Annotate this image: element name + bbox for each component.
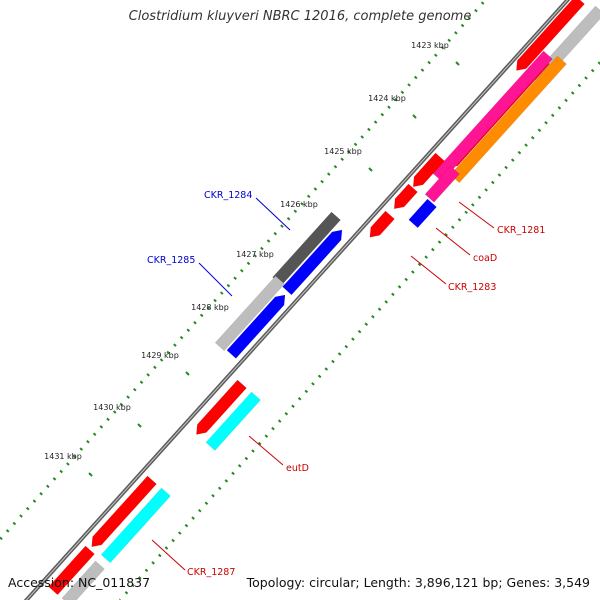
gene-red-bottom <box>91 475 157 548</box>
map-title: Clostridium kluyveri NBRC 12016, complet… <box>128 9 472 24</box>
genome-backbone-highlight <box>25 0 569 600</box>
tick-ring-outer <box>118 60 600 600</box>
leader-coaD <box>435 227 471 256</box>
kbp-tick-mark <box>412 114 417 119</box>
leader-ckr1285 <box>198 262 233 297</box>
kbp-tick-label: 1427 kbp <box>236 250 274 259</box>
label-ckr1287: CKR_1287 <box>187 567 235 578</box>
kbp-tick-mark <box>137 423 142 428</box>
gene-ckr1285-grey <box>214 275 285 352</box>
kbp-tick-label: 1426 kbp <box>280 200 318 209</box>
kbp-tick-label: 1428 kbp <box>191 303 229 312</box>
kbp-tick-label: 1431 kbp <box>44 452 82 461</box>
leader-ckr1284 <box>255 197 291 231</box>
tick-ring-inner <box>0 0 488 542</box>
leader-ckr1283 <box>410 255 447 285</box>
gene-red-small-a <box>393 183 418 210</box>
label-ckr1284: CKR_1284 <box>204 190 252 201</box>
accession-text: Accession: NC_011837 <box>8 575 151 590</box>
label-ckr1285: CKR_1285 <box>147 255 195 266</box>
gene-pink-small <box>424 165 460 203</box>
kbp-tick-label: 1423 kbp <box>411 41 449 50</box>
kbp-ticks: 1423 kbp 1424 kbp 1425 kbp 1426 kbp 1427 kbp… <box>44 41 460 477</box>
label-ckr1283: CKR_1283 <box>448 282 496 293</box>
label-coaD: coaD <box>473 253 497 264</box>
kbp-tick-label: 1424 kbp <box>368 94 406 103</box>
gene-cyan-bottom <box>100 487 171 564</box>
gene-orange <box>449 55 567 184</box>
gene-blue-upper <box>282 229 343 296</box>
gene-blue-lower <box>226 294 286 359</box>
leader-lines <box>151 197 495 571</box>
gene-red-edge <box>48 545 95 596</box>
leader-eutD <box>248 435 284 466</box>
gene-coaD <box>408 198 437 229</box>
label-eutD: eutD <box>286 463 309 474</box>
gene-grey-edge <box>61 560 105 600</box>
gene-red-mid <box>412 152 445 188</box>
kbp-tick-mark <box>368 167 373 172</box>
kbp-tick-mark <box>455 61 460 66</box>
leader-ckr1281 <box>458 201 495 229</box>
gene-pink <box>432 50 553 182</box>
gene-features <box>48 0 600 600</box>
kbp-tick-mark <box>185 371 190 376</box>
gene-red-top <box>516 0 585 71</box>
leader-ckr1287 <box>151 539 186 571</box>
gene-red-small-b <box>369 210 395 238</box>
kbp-tick-label: 1429 kbp <box>141 351 179 360</box>
gene-eutD <box>196 379 247 435</box>
gene-cyan-eutD <box>205 391 261 451</box>
label-ckr1281: CKR_1281 <box>497 225 545 236</box>
kbp-tick-mark <box>88 472 93 477</box>
genome-summary-text: Topology: circular; Length: 3,896,121 bp… <box>246 575 590 590</box>
kbp-tick-label: 1430 kbp <box>93 403 131 412</box>
kbp-tick-label: 1425 kbp <box>324 147 362 156</box>
